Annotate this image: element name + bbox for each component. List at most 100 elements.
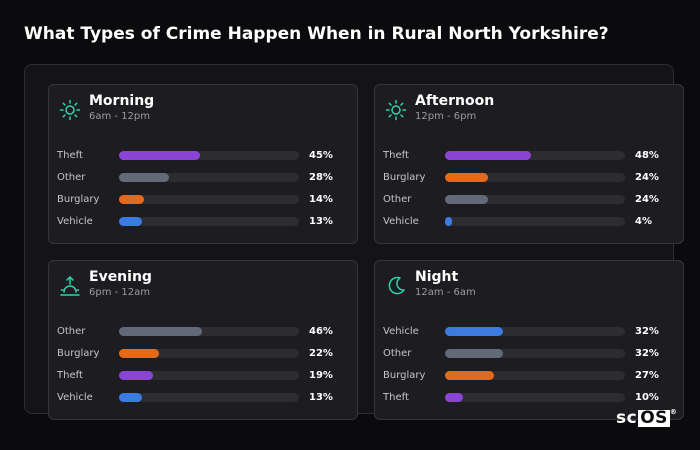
moon-icon — [388, 276, 405, 295]
category-label: Theft — [383, 150, 409, 161]
category-label: Other — [57, 172, 86, 183]
bar — [119, 173, 170, 182]
card-subtitle: 12am - 6am — [415, 287, 476, 298]
sunset-icon — [60, 275, 80, 296]
value-label: 10% — [635, 392, 659, 403]
card-evening: Evening 6pm - 12am Other 46% Burglary 22% Th… — [48, 260, 358, 420]
bar-row: Theft 10% — [383, 389, 673, 411]
bar-row: Theft 45% — [57, 147, 347, 169]
value-label: 48% — [635, 150, 659, 161]
value-label: 28% — [309, 172, 333, 183]
bar-row: Burglary 14% — [57, 191, 347, 213]
bar-rows: Other 46% Burglary 22% Theft 19% Vehicle 13% — [57, 323, 347, 411]
card-subtitle: 6am - 12pm — [89, 111, 151, 122]
bar-track — [119, 195, 299, 204]
category-label: Other — [383, 194, 412, 205]
bar — [119, 393, 143, 402]
value-label: 32% — [635, 326, 659, 337]
card-afternoon: Afternoon 12pm - 6pm Theft 48% Burglary 24%… — [374, 84, 684, 244]
bar-track — [119, 151, 299, 160]
value-label: 32% — [635, 348, 659, 359]
category-label: Vehicle — [383, 326, 419, 337]
bar — [119, 195, 145, 204]
bar-row: Theft 19% — [57, 367, 347, 389]
logo-prefix: sc — [616, 408, 638, 428]
bar — [445, 327, 503, 336]
bar-track — [445, 349, 625, 358]
category-label: Burglary — [57, 348, 100, 359]
bar — [445, 151, 532, 160]
bar-track — [119, 349, 299, 358]
bar — [445, 217, 453, 226]
card-subtitle: 6pm - 12am — [89, 287, 151, 298]
card-title: Morning — [89, 93, 155, 109]
category-label: Other — [57, 326, 86, 337]
bar — [119, 349, 159, 358]
bar-track — [445, 371, 625, 380]
card-subtitle: 12pm - 6pm — [415, 111, 477, 122]
bar-row: Burglary 22% — [57, 345, 347, 367]
bar — [119, 151, 200, 160]
category-label: Burglary — [57, 194, 100, 205]
bar-rows: Theft 48% Burglary 24% Other 24% Vehicle 4% — [383, 147, 673, 235]
value-label: 4% — [635, 216, 652, 227]
value-label: 24% — [635, 172, 659, 183]
bar — [445, 371, 494, 380]
sun-icon — [385, 99, 407, 121]
category-label: Burglary — [383, 370, 426, 381]
value-label: 45% — [309, 150, 333, 161]
value-label: 19% — [309, 370, 333, 381]
category-label: Burglary — [383, 172, 426, 183]
card-title: Evening — [89, 269, 152, 285]
bar-track — [445, 217, 625, 226]
card-morning: Morning 6am - 12pm Theft 45% Other 28% Burgl… — [48, 84, 358, 244]
value-label: 46% — [309, 326, 333, 337]
value-label: 24% — [635, 194, 659, 205]
bar — [119, 327, 202, 336]
bar-track — [119, 327, 299, 336]
chart-title: What Types of Crime Happen When in Rural… — [24, 24, 609, 44]
card-title: Night — [415, 269, 459, 285]
bar — [119, 217, 143, 226]
value-label: 22% — [309, 348, 333, 359]
bar-row: Other 32% — [383, 345, 673, 367]
bar-row: Other 24% — [383, 191, 673, 213]
card-night: Night 12am - 6am Vehicle 32% Other 32% Burgl… — [374, 260, 684, 420]
category-label: Vehicle — [57, 392, 93, 403]
bar — [445, 173, 489, 182]
bar — [445, 195, 489, 204]
bar-row: Vehicle 13% — [57, 389, 347, 411]
bar-track — [119, 393, 299, 402]
sun-icon — [59, 99, 81, 121]
category-label: Other — [383, 348, 412, 359]
bar-track — [445, 173, 625, 182]
bar-row: Other 28% — [57, 169, 347, 191]
category-label: Theft — [57, 150, 83, 161]
bar-track — [445, 327, 625, 336]
bar-row: Vehicle 4% — [383, 213, 673, 235]
category-label: Theft — [57, 370, 83, 381]
bar-track — [119, 371, 299, 380]
logo-box: OS — [638, 408, 670, 428]
bar-row: Other 46% — [57, 323, 347, 345]
bar-track — [445, 393, 625, 402]
category-label: Theft — [383, 392, 409, 403]
bar-track — [445, 151, 625, 160]
bar-rows: Vehicle 32% Other 32% Burglary 27% Theft 10% — [383, 323, 673, 411]
value-label: 14% — [309, 194, 333, 205]
bar-track — [445, 195, 625, 204]
scos-logo: sc OS ® — [616, 408, 677, 428]
bar-rows: Theft 45% Other 28% Burglary 14% Vehicle 13% — [57, 147, 347, 235]
bar — [445, 393, 463, 402]
bar-row: Burglary 24% — [383, 169, 673, 191]
card-title: Afternoon — [415, 93, 495, 109]
category-label: Vehicle — [57, 216, 93, 227]
bar-row: Vehicle 32% — [383, 323, 673, 345]
value-label: 27% — [635, 370, 659, 381]
value-label: 13% — [309, 216, 333, 227]
category-label: Vehicle — [383, 216, 419, 227]
bar-row: Burglary 27% — [383, 367, 673, 389]
value-label: 13% — [309, 392, 333, 403]
bar-track — [119, 217, 299, 226]
bar — [119, 371, 154, 380]
